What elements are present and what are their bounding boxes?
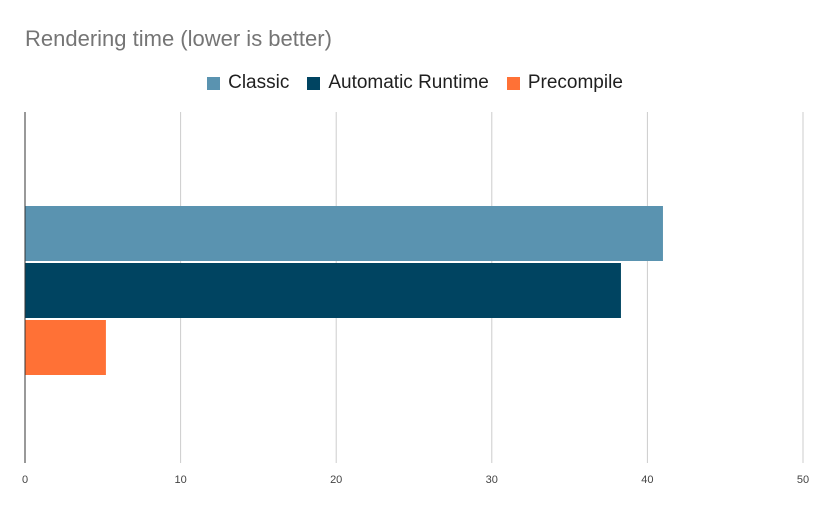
- legend-swatch-automatic-runtime: [307, 76, 321, 90]
- legend-item-classic[interactable]: Classic: [207, 72, 289, 94]
- legend-label-automatic-runtime: Automatic Runtime: [328, 72, 489, 93]
- x-tick-label-30: 30: [486, 474, 498, 486]
- x-tick-label-20: 20: [330, 474, 342, 486]
- x-tick-label-0: 0: [22, 474, 28, 486]
- legend-label-classic: Classic: [228, 72, 290, 93]
- legend-item-automatic-runtime[interactable]: Automatic Runtime: [307, 72, 489, 94]
- bar-automatic-runtime: [25, 263, 621, 318]
- legend-item-precompile[interactable]: Precompile: [506, 72, 623, 94]
- x-tick-label-40: 40: [641, 474, 653, 486]
- legend: Classic Automatic Runtime Precompile: [0, 72, 830, 94]
- x-tick-label-10: 10: [174, 474, 186, 486]
- chart-title: Rendering time (lower is better): [25, 26, 332, 51]
- legend-swatch-classic: [207, 76, 221, 90]
- x-tick-label-50: 50: [797, 474, 809, 486]
- bar-precompile: [25, 320, 106, 375]
- bar-classic: [25, 206, 663, 261]
- legend-swatch-precompile: [506, 76, 520, 90]
- legend-label-precompile: Precompile: [527, 72, 623, 93]
